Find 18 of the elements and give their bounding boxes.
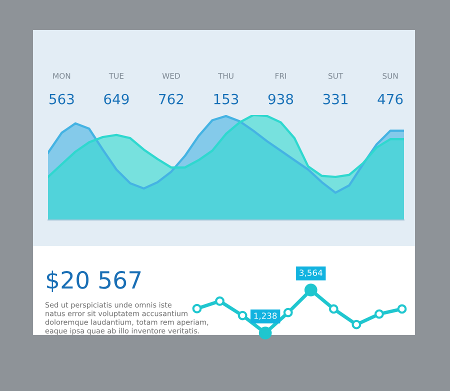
text: 762 <box>159 94 184 104</box>
point <box>238 310 248 320</box>
point <box>283 308 293 318</box>
point <box>374 309 384 319</box>
data-label: 3,564 <box>300 270 322 277</box>
text: 649 <box>104 94 129 104</box>
text: 563 <box>50 94 74 104</box>
text: 476 <box>378 94 403 104</box>
point <box>192 304 202 314</box>
point <box>352 320 362 330</box>
text: 938 <box>268 94 294 104</box>
point <box>215 296 224 306</box>
text: 153 <box>214 94 238 104</box>
text: 331 <box>323 94 348 104</box>
data-label: 1,238 <box>254 312 277 320</box>
text: $20 567 <box>46 270 141 292</box>
point <box>328 304 338 314</box>
point <box>397 304 407 314</box>
